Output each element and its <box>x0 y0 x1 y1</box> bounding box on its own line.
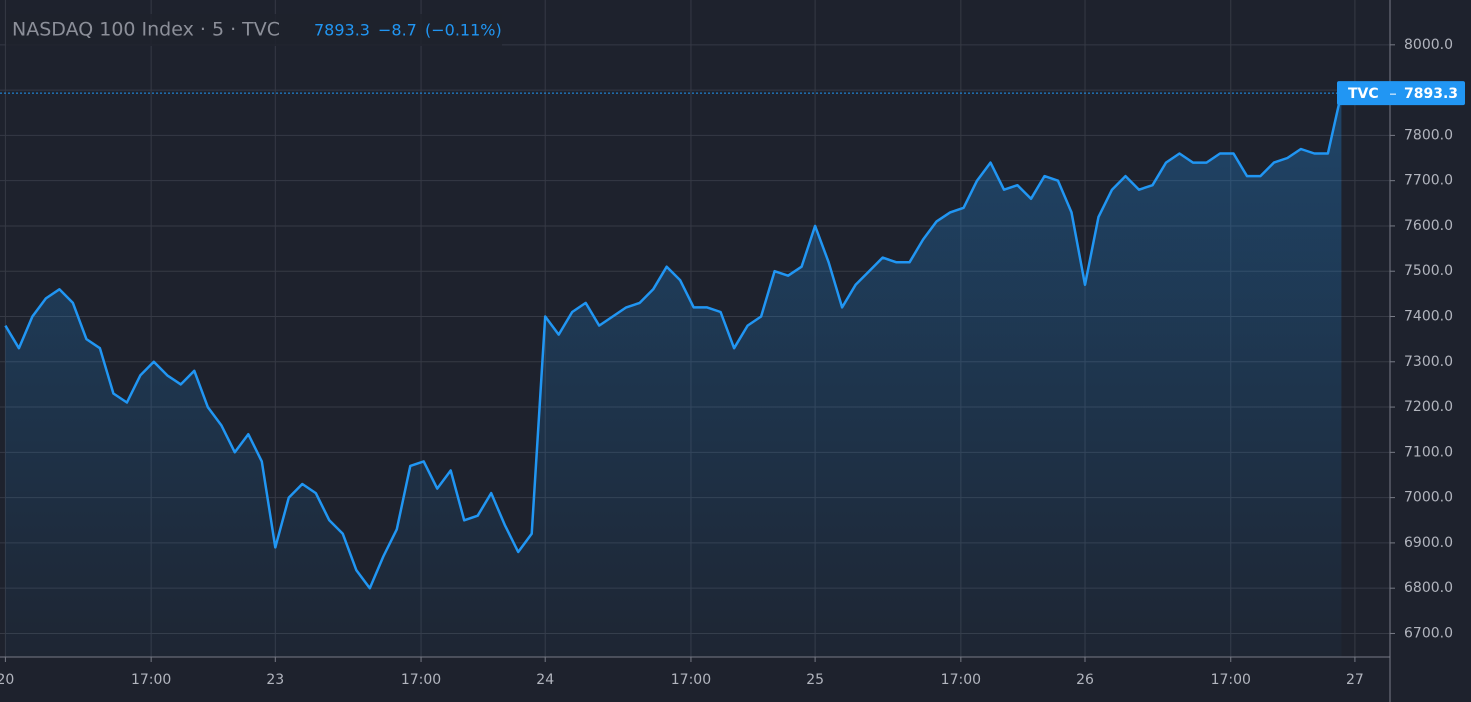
x-tick-label: 17:00 <box>401 672 441 688</box>
y-tick-label: 6800.0 <box>1404 580 1453 596</box>
x-tick-label: 23 <box>266 672 284 688</box>
y-tick-label: 7400.0 <box>1404 309 1453 325</box>
y-tick-label: 6700.0 <box>1404 625 1453 641</box>
y-tick-label: 8000.0 <box>1404 37 1453 53</box>
y-tick-label: 7200.0 <box>1404 399 1453 415</box>
y-tick-label: 7000.0 <box>1404 490 1453 506</box>
price-badge-source: TVC <box>1348 86 1379 102</box>
area-fill <box>5 93 1342 658</box>
x-tick-label: 25 <box>806 672 824 688</box>
x-tick-label: 24 <box>536 672 554 688</box>
x-tick-label: 17:00 <box>131 672 171 688</box>
y-tick-label: 6900.0 <box>1404 535 1453 551</box>
y-tick-label: 7600.0 <box>1404 218 1453 234</box>
y-tick-label: 7800.0 <box>1404 127 1453 143</box>
x-tick-label: 27 <box>1346 672 1364 688</box>
x-tick-label: 17:00 <box>671 672 711 688</box>
price-badge-value: 7893.3 <box>1404 86 1458 102</box>
header-change-percent: (−0.11%) <box>425 21 502 40</box>
chart-title: NASDAQ 100 Index · 5 · TVC <box>12 19 280 41</box>
x-tick-label: 17:00 <box>941 672 981 688</box>
x-tick-label: 26 <box>1076 672 1094 688</box>
price-line <box>4 92 1343 590</box>
y-tick-label: 7500.0 <box>1404 263 1453 279</box>
legend-bg <box>6 14 502 46</box>
x-tick-label: 17:00 <box>1211 672 1251 688</box>
price-badge <box>1337 81 1465 106</box>
header-change: −8.7 <box>378 21 417 40</box>
x-tick-label: 20 <box>0 672 14 688</box>
y-tick-label: 7700.0 <box>1404 173 1453 189</box>
y-tick-label: 7100.0 <box>1404 444 1453 460</box>
y-tick-label: 7300.0 <box>1404 354 1453 370</box>
header-price: 7893.3 <box>314 21 370 40</box>
